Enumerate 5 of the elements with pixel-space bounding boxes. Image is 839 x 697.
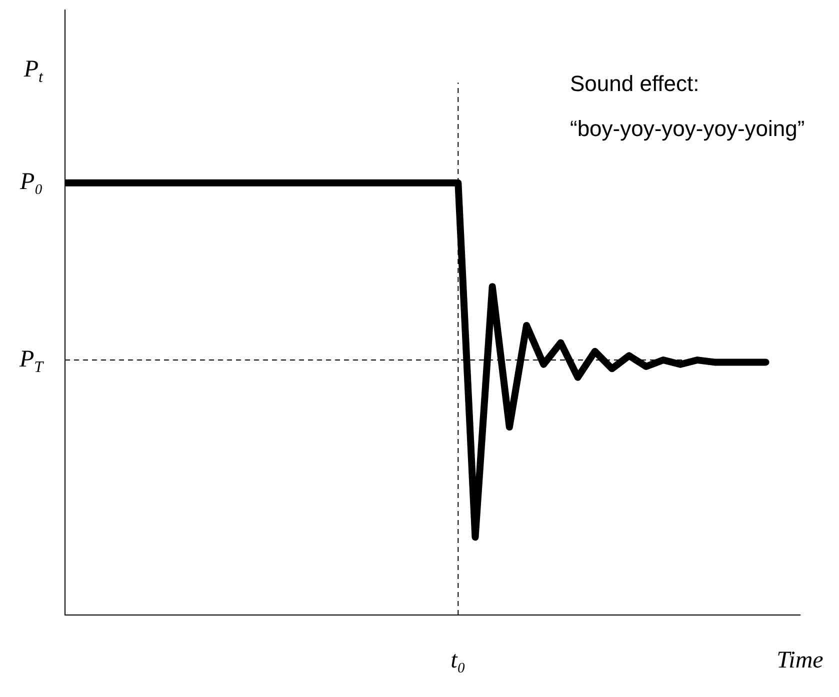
x-tick-label: t₀ (450, 647, 466, 674)
text: “boy-yoy-yoy-yoy-yoing” (570, 116, 805, 142)
x-tick-label: Time (776, 647, 824, 674)
text: P₀ (18, 169, 44, 196)
text: Sound effect: (570, 71, 700, 96)
